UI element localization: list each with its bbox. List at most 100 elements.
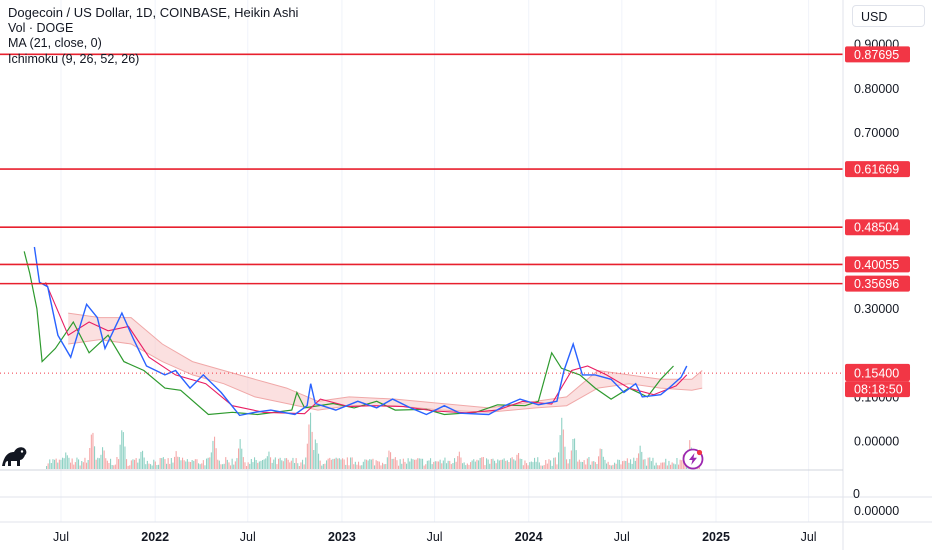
volume-bar: [657, 465, 659, 469]
volume-bar: [583, 460, 585, 469]
volume-bar: [52, 459, 54, 469]
volume-bar: [639, 445, 641, 469]
volume-bar: [140, 451, 142, 469]
volume-bar: [127, 465, 129, 469]
volume-bar: [244, 462, 246, 469]
volume-bar: [602, 456, 604, 469]
price-badge-bg-2: [845, 219, 910, 236]
volume-bar: [209, 457, 211, 469]
volume-bar: [297, 463, 299, 469]
volume-bar: [238, 448, 240, 469]
volume-bar: [111, 465, 113, 469]
volume-bar: [647, 457, 649, 469]
countdown-label: 08:18:50: [854, 383, 903, 397]
volume-bar: [481, 457, 483, 469]
volume-bar: [556, 464, 558, 469]
volume-bar: [190, 462, 192, 469]
volume-bar: [178, 457, 180, 469]
price-badge-label-2: 0.48504: [854, 221, 899, 235]
volume-bar: [313, 450, 315, 469]
volume-bar: [180, 460, 182, 469]
volume-bar: [617, 459, 619, 469]
volume-bar: [241, 448, 243, 469]
volume-bar: [625, 461, 627, 469]
volume-bar: [497, 459, 499, 469]
volume-bar: [537, 457, 539, 469]
x-tick-label-5: 2024: [515, 530, 543, 544]
volume-bar: [457, 456, 459, 469]
volume-bar: [156, 465, 158, 469]
volume-bar: [500, 459, 502, 469]
symbol-title[interactable]: Dogecoin / US Dollar, 1D, COINBASE, Heik…: [8, 5, 299, 20]
volume-bar: [230, 465, 232, 469]
volume-bar: [142, 450, 144, 469]
volume-bar: [358, 461, 360, 469]
volume-bar: [250, 459, 252, 469]
volume-bar: [430, 458, 432, 469]
price-badge-bg-1: [845, 161, 910, 178]
volume-bar: [599, 448, 601, 469]
volume-bar: [108, 463, 110, 469]
volume-bar: [367, 460, 369, 469]
volume-bar: [95, 459, 97, 469]
volume-bar: [455, 461, 457, 469]
volume-bar: [70, 462, 72, 469]
volume-bar: [239, 439, 241, 469]
volume-bar: [482, 457, 484, 469]
volume-bar: [126, 459, 128, 469]
volume-bar: [254, 457, 256, 469]
volume-bar: [274, 457, 276, 469]
volume-bar: [106, 460, 108, 469]
volume-bar: [279, 457, 281, 469]
volume-bar: [60, 459, 62, 469]
volume-bar: [534, 457, 536, 469]
volume-bar: [370, 459, 372, 469]
volume-indicator-label[interactable]: Vol · DOGE: [8, 20, 74, 35]
volume-bar: [98, 458, 100, 469]
volume-bar: [526, 463, 528, 469]
volume-bar: [473, 459, 475, 469]
volume-bar: [247, 462, 249, 469]
volume-bar: [591, 461, 593, 469]
currency-button[interactable]: USD: [852, 5, 925, 27]
volume-bar: [271, 462, 273, 469]
volume-bar: [415, 459, 417, 469]
volume-bar: [633, 457, 635, 469]
volume-bar: [204, 465, 206, 469]
volume-bar: [346, 457, 348, 469]
ichimoku-indicator-label[interactable]: Ichimoku (9, 26, 52, 26): [8, 51, 140, 66]
volume-bar: [378, 461, 380, 469]
volume-bar: [418, 458, 420, 469]
ma-indicator-label[interactable]: MA (21, close, 0): [8, 36, 102, 50]
volume-bar: [454, 458, 456, 469]
volume-bar: [495, 463, 497, 469]
volume-bar: [380, 465, 382, 469]
volume-bar: [222, 464, 224, 469]
volume-bar: [348, 465, 350, 469]
x-tick-label-2: Jul: [240, 530, 256, 544]
volume-bar: [644, 459, 646, 469]
lightning-icon[interactable]: [682, 448, 704, 470]
volume-bar: [342, 458, 344, 469]
volume-bar: [223, 463, 225, 469]
volume-bar: [494, 460, 496, 469]
volume-bar: [354, 461, 356, 469]
lower-pane-tick-label: 0.00000: [854, 504, 899, 518]
volume-bar: [567, 463, 569, 469]
volume-bar: [311, 431, 313, 469]
volume-bar: [186, 459, 188, 469]
volume-bar: [406, 463, 408, 469]
volume-bar: [466, 463, 468, 469]
volume-bar: [143, 457, 145, 469]
volume-bar: [110, 458, 112, 469]
volume-bar: [679, 459, 681, 469]
volume-bar: [90, 434, 92, 469]
volume-bar: [100, 454, 102, 469]
volume-bar: [332, 458, 334, 469]
volume-bar: [158, 464, 160, 469]
volume-bar: [426, 460, 428, 469]
volume-bar: [540, 465, 542, 469]
volume-bar: [391, 458, 393, 469]
x-tick-label-8: Jul: [801, 530, 817, 544]
